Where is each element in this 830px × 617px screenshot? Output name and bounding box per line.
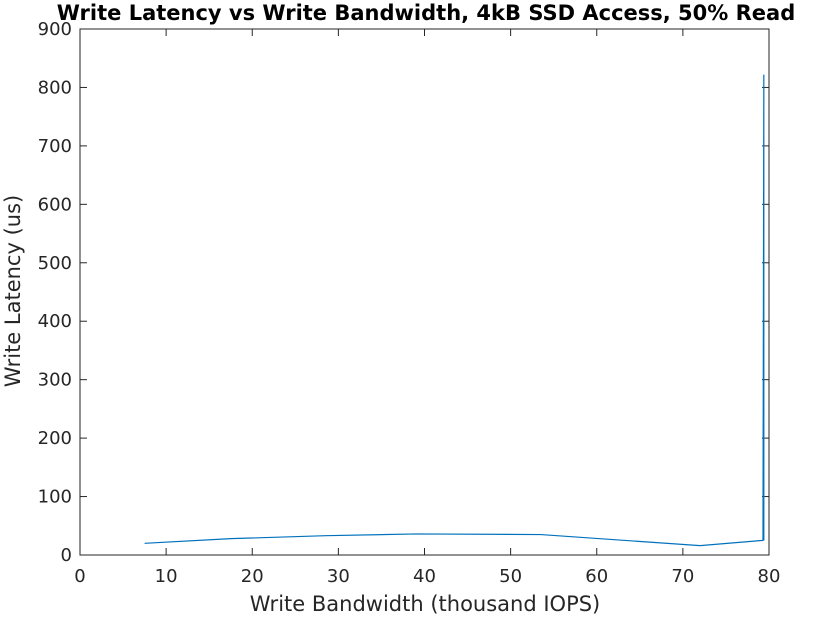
y-axis-label: Write Latency (us): [1, 195, 25, 387]
x-tick-label: 60: [585, 566, 608, 587]
x-tick-label: 0: [74, 566, 85, 587]
chart-title: Write Latency vs Write Bandwidth, 4kB SS…: [57, 1, 796, 25]
y-tick-label: 800: [38, 77, 72, 98]
y-tick-label: 100: [38, 487, 72, 508]
x-axis-label: Write Bandwidth (thousand IOPS): [250, 592, 601, 616]
x-tick-label: 30: [327, 566, 350, 587]
y-axis: 0 100 200 300 400 500 600 700 800 900: [38, 19, 769, 566]
x-tick-label: 40: [413, 566, 436, 587]
y-tick-label: 600: [38, 194, 72, 215]
y-tick-label: 700: [38, 136, 72, 157]
y-tick-label: 400: [38, 311, 72, 332]
x-axis: 0 10 20 30 40 50 60 70 80: [74, 29, 780, 587]
x-tick-label: 10: [155, 566, 178, 587]
x-tick-label: 50: [499, 566, 522, 587]
y-tick-label: 200: [38, 428, 72, 449]
series-layer: [144, 74, 765, 547]
x-tick-label: 20: [241, 566, 264, 587]
x-tick-label: 70: [671, 566, 694, 587]
plot-area-frame: [79, 28, 770, 556]
y-tick-label: 300: [38, 370, 72, 391]
x-tick-label: 80: [758, 566, 781, 587]
y-tick-label: 900: [38, 19, 72, 40]
y-tick-label: 500: [38, 253, 72, 274]
series-line: [144, 74, 765, 547]
y-tick-label: 0: [61, 545, 72, 566]
